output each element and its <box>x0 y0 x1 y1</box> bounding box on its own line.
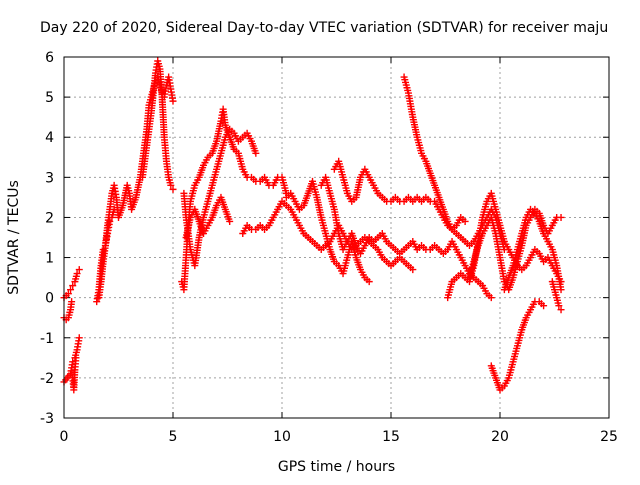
y-tick-label: 6 <box>45 50 54 66</box>
y-axis-label: SDTVAR / TECUs <box>6 180 22 295</box>
data-point <box>557 306 565 314</box>
data-point <box>110 205 118 213</box>
x-tick-labels: 0 5 10 15 20 25 <box>60 429 618 445</box>
chart-title: Day 220 of 2020, Sidereal Day-to-day VTE… <box>40 20 608 36</box>
data-point <box>73 270 81 278</box>
data-point <box>169 97 177 105</box>
x-tick-label: 0 <box>60 429 69 445</box>
data-point <box>75 334 83 342</box>
y-tick-label: 0 <box>45 291 54 307</box>
data-point <box>365 278 373 286</box>
data-point <box>555 302 563 310</box>
grid-lines <box>64 57 609 418</box>
data-point <box>461 217 469 225</box>
y-tick-label: 2 <box>45 210 54 226</box>
data-point <box>169 185 177 193</box>
x-tick-label: 10 <box>273 429 291 445</box>
y-tick-label: -3 <box>40 411 54 427</box>
data-point <box>67 286 75 294</box>
data-point <box>487 294 495 302</box>
data-point <box>64 290 72 298</box>
data-point <box>69 282 77 290</box>
data-point <box>167 181 175 189</box>
data-points <box>60 57 565 394</box>
x-axis-label: GPS time / hours <box>278 459 395 475</box>
data-point <box>540 302 548 310</box>
data-point <box>72 354 80 362</box>
plot-area-frame <box>63 56 610 419</box>
data-point <box>409 266 417 274</box>
data-point <box>106 217 114 225</box>
y-tick-label: 5 <box>45 90 54 106</box>
y-tick-label: -1 <box>40 331 54 347</box>
x-tick-label: 5 <box>169 429 178 445</box>
x-tick-label: 15 <box>382 429 400 445</box>
x-tick-label: 20 <box>491 429 509 445</box>
y-tick-label: -2 <box>40 371 54 387</box>
data-point <box>226 217 234 225</box>
y-tick-label: 1 <box>45 251 54 267</box>
data-point <box>75 266 83 274</box>
y-tick-labels: -3 -2 -1 0 1 2 3 4 5 6 <box>40 50 54 427</box>
data-point <box>557 213 565 221</box>
y-tick-label: 3 <box>45 170 54 186</box>
data-point <box>252 149 260 157</box>
data-point <box>557 286 565 294</box>
y-tick-label: 4 <box>45 130 54 146</box>
x-tick-label: 25 <box>600 429 618 445</box>
data-point <box>68 298 76 306</box>
